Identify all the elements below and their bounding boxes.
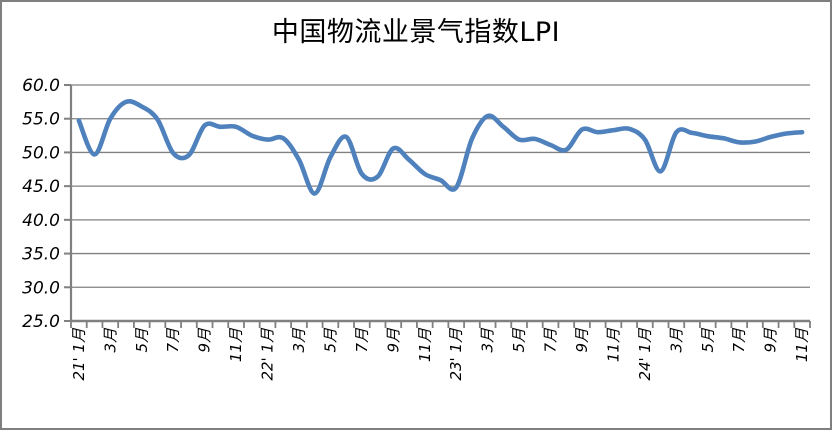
x-axis-label: 11月 [416, 327, 434, 362]
x-axis-label: 21' 1月 [70, 327, 88, 381]
y-axis-label: 45.0 [22, 177, 60, 197]
x-axis-label: 9月 [762, 327, 780, 353]
x-axis-label: 3月 [101, 327, 119, 353]
lpi-line-series [76, 99, 805, 196]
x-axis-label: 7月 [353, 327, 371, 353]
x-axis-label: 11月 [793, 327, 811, 362]
y-axis-label: 50.0 [22, 143, 60, 163]
y-axis-label: 60.0 [22, 76, 60, 96]
x-axis-label: 5月 [699, 327, 717, 353]
x-axis-label: 3月 [290, 327, 308, 353]
x-axis-label: 11月 [604, 327, 622, 362]
chart-title: 中国物流业景气指数LPI [271, 17, 561, 48]
x-axis-label: 9月 [196, 327, 214, 353]
x-axis-label: 3月 [667, 327, 685, 353]
y-axis-label: 30.0 [22, 278, 60, 298]
x-axis-label: 7月 [164, 327, 182, 353]
x-axis-label: 7月 [730, 327, 748, 353]
x-axis-label: 11月 [227, 327, 245, 362]
y-axis-label: 35.0 [22, 245, 60, 265]
x-axis-label: 9月 [384, 327, 402, 353]
x-axis-label: 5月 [133, 327, 151, 353]
y-axis-label: 55.0 [22, 110, 60, 130]
x-axis-label: 24' 1月 [636, 327, 654, 381]
y-axis-label: 25.0 [22, 312, 60, 332]
x-axis-label: 5月 [510, 327, 528, 353]
x-axis-label: 22' 1月 [259, 327, 277, 381]
y-axis-label: 40.0 [22, 211, 60, 231]
x-axis-label: 23' 1月 [447, 327, 465, 381]
x-axis-label: 9月 [573, 327, 591, 353]
x-axis-label: 7月 [542, 327, 560, 353]
x-axis-label: 3月 [479, 327, 497, 353]
x-axis-label: 5月 [321, 327, 339, 353]
